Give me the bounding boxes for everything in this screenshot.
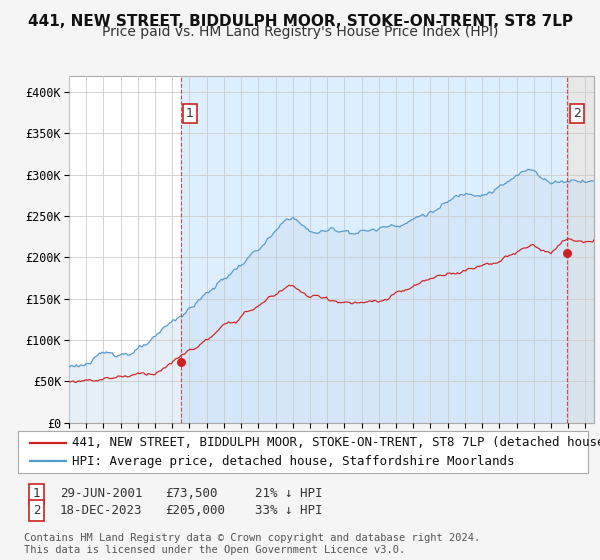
Point	[563, 249, 572, 258]
Text: 21% ↓ HPI: 21% ↓ HPI	[255, 487, 323, 501]
Text: 2: 2	[33, 504, 41, 517]
Bar	[181, 76, 568, 423]
Point	[176, 358, 185, 367]
Text: 441, NEW STREET, BIDDULPH MOOR, STOKE-ON-TRENT, ST8 7LP: 441, NEW STREET, BIDDULPH MOOR, STOKE-ON…	[28, 14, 572, 29]
Text: £73,500: £73,500	[165, 487, 218, 501]
Text: £205,000: £205,000	[165, 504, 225, 517]
Text: Contains HM Land Registry data © Crown copyright and database right 2024.
This d: Contains HM Land Registry data © Crown c…	[24, 533, 480, 555]
Text: HPI: Average price, detached house, Staffordshire Moorlands: HPI: Average price, detached house, Staf…	[72, 455, 515, 468]
Text: 1: 1	[33, 487, 41, 501]
Text: 2: 2	[572, 108, 581, 120]
Bar	[568, 76, 594, 423]
Text: 441, NEW STREET, BIDDULPH MOOR, STOKE-ON-TRENT, ST8 7LP (detached house): 441, NEW STREET, BIDDULPH MOOR, STOKE-ON…	[72, 436, 600, 450]
Text: 33% ↓ HPI: 33% ↓ HPI	[255, 504, 323, 517]
Text: Price paid vs. HM Land Registry's House Price Index (HPI): Price paid vs. HM Land Registry's House …	[102, 25, 498, 39]
Text: 1: 1	[186, 108, 194, 120]
Text: 18-DEC-2023: 18-DEC-2023	[60, 504, 143, 517]
Text: 29-JUN-2001: 29-JUN-2001	[60, 487, 143, 501]
